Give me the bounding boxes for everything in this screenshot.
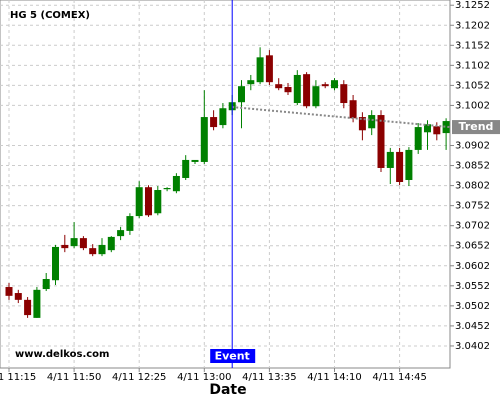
x-tick-label: 4/11 13:00 — [177, 372, 231, 383]
event-label: Event — [215, 350, 250, 363]
candle-body — [358, 117, 366, 131]
x-tick-label: 4/11 12:25 — [112, 372, 166, 383]
x-tick-label: 4/11 14:45 — [372, 372, 426, 383]
candle-body — [24, 299, 32, 316]
candle-body — [238, 86, 245, 103]
x-tick-label: 4/11 13:35 — [242, 372, 296, 383]
plot-area — [0, 0, 451, 369]
y-tick-label: 3.1152 — [455, 40, 490, 51]
candle-body — [182, 159, 190, 178]
candle-body — [79, 238, 87, 249]
x-tick-label: 4/11 11:15 — [0, 372, 36, 383]
trend-label-box — [452, 120, 500, 135]
candle-body — [89, 248, 97, 255]
candle-body — [210, 117, 218, 128]
candle-body — [163, 188, 171, 190]
candle-body — [219, 108, 227, 126]
chart-title: HG 5 (COMEX) — [10, 10, 90, 21]
candle-body — [303, 74, 311, 107]
event-label-box — [210, 349, 256, 363]
candle-body — [405, 149, 413, 180]
candle-body — [200, 117, 208, 162]
watermark: www.delkos.com — [15, 349, 109, 360]
y-tick-label: 3.0802 — [455, 181, 490, 192]
candle-body — [5, 287, 13, 296]
candle-body — [442, 121, 450, 134]
trend-label: Trend — [459, 120, 494, 133]
candle-body — [135, 187, 143, 217]
candle-body — [107, 236, 115, 251]
candle-body — [172, 175, 180, 192]
candle-body — [33, 289, 41, 318]
candle-body — [117, 230, 125, 237]
candle-body — [42, 279, 50, 290]
y-tick-label: 3.0602 — [455, 261, 490, 272]
y-tick-label: 3.0652 — [455, 241, 490, 252]
candle-body — [14, 293, 22, 300]
candle-body — [145, 187, 152, 216]
y-tick-label: 3.0902 — [455, 141, 490, 152]
y-tick-label: 3.0852 — [455, 161, 490, 172]
candle-body — [98, 244, 106, 255]
y-tick-label: 3.1102 — [455, 60, 490, 71]
candle-body — [368, 115, 376, 129]
y-tick-label: 3.0502 — [455, 301, 490, 312]
y-tick-label: 3.0402 — [455, 341, 490, 352]
candle-body — [396, 151, 404, 182]
y-tick-label: 3.0452 — [455, 321, 490, 332]
y-tick-label: 3.0702 — [455, 221, 490, 232]
y-tick-label: 3.1202 — [455, 20, 490, 31]
candle-body — [256, 57, 264, 83]
x-tick-label: 4/11 14:10 — [307, 372, 361, 383]
candle-body — [154, 190, 162, 214]
candle-body — [265, 55, 273, 83]
y-tick-label: 3.0752 — [455, 201, 490, 212]
candle-body — [247, 80, 255, 85]
candle-body — [293, 74, 301, 104]
candle-body — [340, 84, 348, 104]
candle-body — [70, 238, 78, 247]
candle-body — [191, 159, 199, 162]
candle-body — [414, 127, 422, 150]
y-tick-label: 3.1002 — [455, 100, 490, 111]
x-tick-label: 4/11 11:50 — [47, 372, 101, 383]
candle-body — [126, 216, 134, 231]
candle-body — [284, 86, 292, 93]
candle-body — [386, 151, 394, 168]
candle-body — [349, 100, 357, 119]
candle-body — [331, 80, 338, 89]
trend-line — [232, 106, 451, 129]
candle-body — [321, 84, 329, 87]
y-tick-label: 3.1252 — [455, 0, 490, 11]
candle-body — [61, 244, 69, 249]
y-tick-label: 3.0552 — [455, 281, 490, 292]
candle-body — [312, 86, 320, 107]
candle-body — [52, 246, 59, 281]
candle-body — [433, 126, 441, 135]
candle-body — [424, 124, 431, 133]
candle-body — [377, 115, 385, 168]
candle-body — [275, 84, 283, 89]
x-axis-label: Date — [209, 382, 246, 398]
y-tick-label: 3.1052 — [455, 80, 490, 91]
